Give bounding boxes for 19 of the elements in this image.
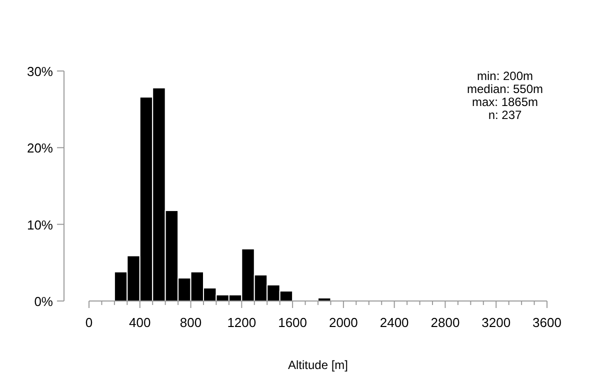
annotation: max: 1865m — [472, 95, 538, 109]
x-tick-label: 800 — [180, 315, 202, 330]
y-tick-label: 30% — [26, 64, 54, 79]
x-tick-label: 1600 — [278, 315, 308, 330]
x-tick-label: 2800 — [430, 315, 460, 330]
y-tick-label: 0% — [34, 294, 54, 309]
annotation: n: 237 — [488, 108, 522, 122]
annotation: median: 550m — [466, 82, 544, 96]
x-tick-label: 2400 — [380, 315, 409, 330]
y-tick-label: 20% — [26, 140, 54, 156]
x-axis-title: Altitude [m] — [288, 358, 348, 372]
y-tick-label: 10% — [26, 217, 54, 232]
x-tick-label: 400 — [129, 315, 151, 330]
x-tick-label: 3600 — [532, 315, 562, 330]
x-tick-label: 1200 — [227, 315, 256, 330]
x-tick-label: 2000 — [328, 315, 358, 330]
annotation: min: 200m — [476, 69, 534, 83]
x-tick-label: 0 — [85, 315, 93, 330]
x-tick-label: 3200 — [482, 315, 511, 330]
